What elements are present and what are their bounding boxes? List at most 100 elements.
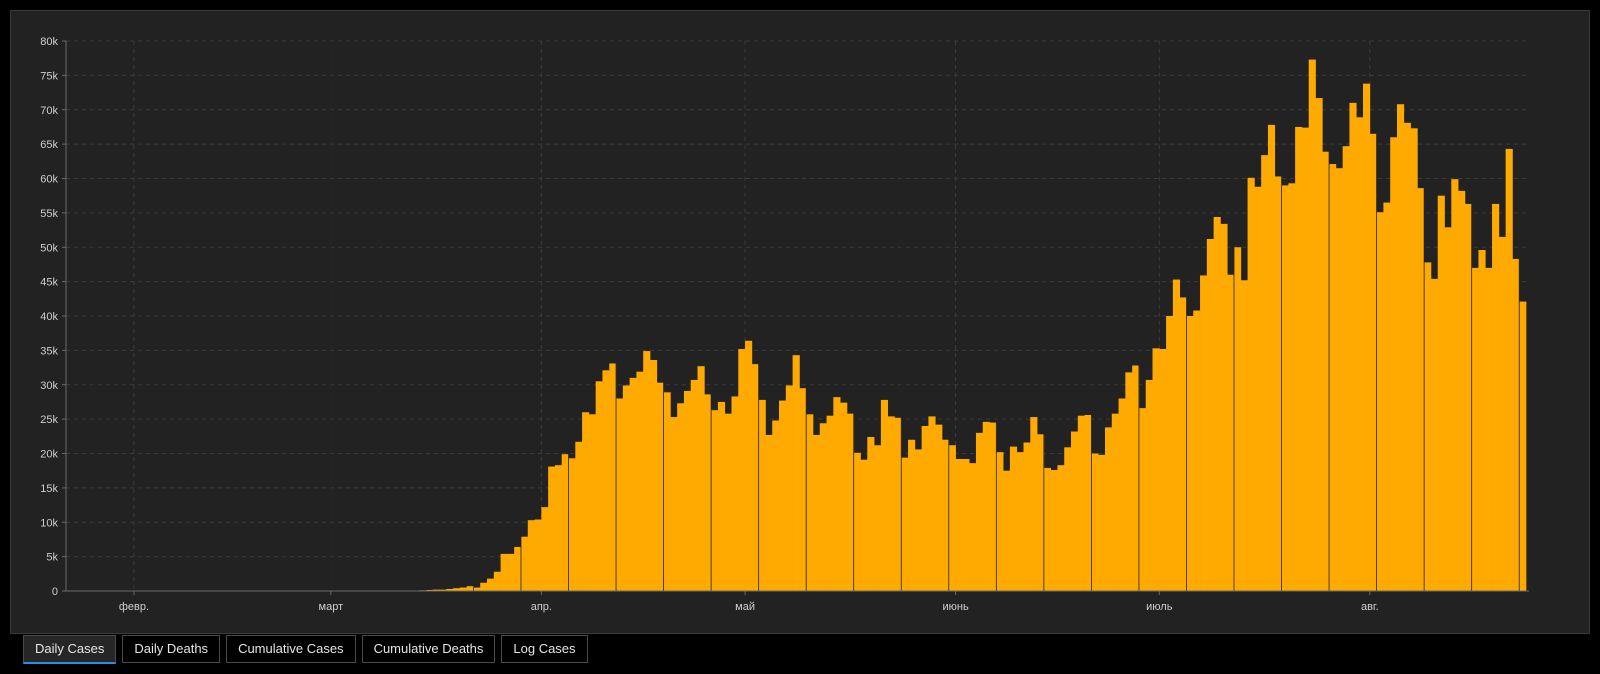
bar [1016, 452, 1024, 592]
bar [1084, 415, 1092, 591]
bar [1349, 102, 1357, 592]
bar [1057, 465, 1065, 591]
bar [1437, 195, 1445, 591]
x-tick-label: авг. [1361, 601, 1379, 613]
bar [1329, 164, 1337, 591]
bar [616, 398, 624, 591]
y-tick-label: 60k [40, 174, 58, 186]
chart-tab-bar: Daily Cases Daily Deaths Cumulative Case… [23, 635, 588, 664]
bar [1519, 301, 1527, 591]
bar [1485, 267, 1493, 592]
x-tick-label: март [319, 601, 344, 613]
x-tick-label: февр. [119, 601, 149, 613]
x-tick-label: апр. [531, 601, 552, 613]
bar [1009, 446, 1018, 592]
bar-chart: 0 5k 10k 15k 20k 25k 30k 35k 40k 45k 50k 55k 60k 65k 7… [40, 36, 1529, 613]
tab-daily-cases[interactable]: Daily Cases [23, 635, 117, 664]
bar [1186, 316, 1194, 591]
bar [704, 394, 712, 592]
bar [527, 520, 535, 591]
y-tick-label: 15k [40, 483, 58, 495]
bar [1458, 190, 1466, 592]
bar [1505, 148, 1513, 591]
bar [1227, 274, 1235, 591]
bar [942, 439, 950, 591]
bar [1132, 365, 1140, 591]
bar [1193, 310, 1201, 591]
bar [745, 340, 753, 591]
y-tick-label: 65k [40, 139, 58, 151]
bar [582, 412, 590, 591]
y-tick-label: 5k [46, 552, 58, 564]
bar [473, 587, 481, 591]
bar [643, 351, 651, 591]
bars-layer [66, 41, 1527, 592]
bar [853, 452, 861, 591]
chart-panel: 0 5k 10k 15k 20k 25k 30k 35k 40k 45k 50k 55k 60k 65k 7… [10, 10, 1590, 634]
bar [711, 410, 719, 591]
tab-log-cases[interactable]: Log Cases [501, 635, 588, 663]
bar [453, 588, 461, 591]
bar [1037, 434, 1045, 591]
bar [1261, 155, 1269, 592]
bar [1464, 203, 1473, 591]
bar [914, 449, 922, 592]
y-tick-label: 75k [40, 70, 58, 82]
bar [1111, 413, 1119, 592]
bar [867, 437, 875, 591]
bar [1091, 453, 1099, 591]
bar [819, 423, 827, 591]
y-tick-label: 30k [40, 380, 58, 392]
bar [833, 397, 841, 592]
bar [500, 553, 508, 592]
bar [466, 586, 474, 591]
bar [1288, 183, 1296, 591]
bar [1077, 415, 1085, 591]
bar [928, 416, 936, 592]
bar [650, 360, 658, 591]
x-tick-label: май [735, 601, 755, 613]
tab-cumulative-cases[interactable]: Cumulative Cases [226, 635, 356, 663]
bar [1356, 117, 1364, 591]
bar [894, 417, 902, 591]
bar [1030, 417, 1038, 591]
bar [1179, 297, 1187, 591]
tab-cumulative-deaths[interactable]: Cumulative Deaths [361, 635, 496, 663]
bar [1369, 133, 1377, 591]
bar [670, 417, 678, 591]
y-tick-label: 0 [52, 586, 58, 598]
bar [1322, 151, 1330, 591]
bar [588, 414, 597, 591]
bar [636, 371, 644, 591]
bar [996, 452, 1004, 592]
bar [840, 402, 848, 592]
bar [1308, 59, 1316, 592]
bar [860, 459, 868, 591]
bar [1043, 467, 1051, 591]
bar [785, 385, 793, 591]
bar [1403, 122, 1411, 591]
bar [1254, 186, 1262, 591]
bar [962, 459, 970, 591]
bar [751, 364, 759, 592]
tab-daily-deaths[interactable]: Daily Deaths [122, 635, 221, 663]
bar [1315, 98, 1323, 591]
bar [1125, 372, 1133, 592]
bar [1267, 124, 1276, 592]
bar [595, 381, 603, 591]
bar [1200, 275, 1208, 591]
bar [575, 441, 583, 591]
bar [1430, 278, 1439, 592]
bar [1234, 247, 1242, 591]
y-tick-label: 70k [40, 105, 58, 117]
bar [1451, 179, 1459, 591]
y-tick-label: 40k [40, 311, 58, 323]
bar [1410, 128, 1418, 591]
y-tick-label: 50k [40, 242, 58, 254]
bar [1247, 177, 1255, 591]
bar [1166, 316, 1174, 591]
bar [1064, 447, 1072, 591]
x-tick-label: июль [1146, 601, 1173, 613]
bar [975, 432, 984, 592]
bar [812, 434, 821, 591]
